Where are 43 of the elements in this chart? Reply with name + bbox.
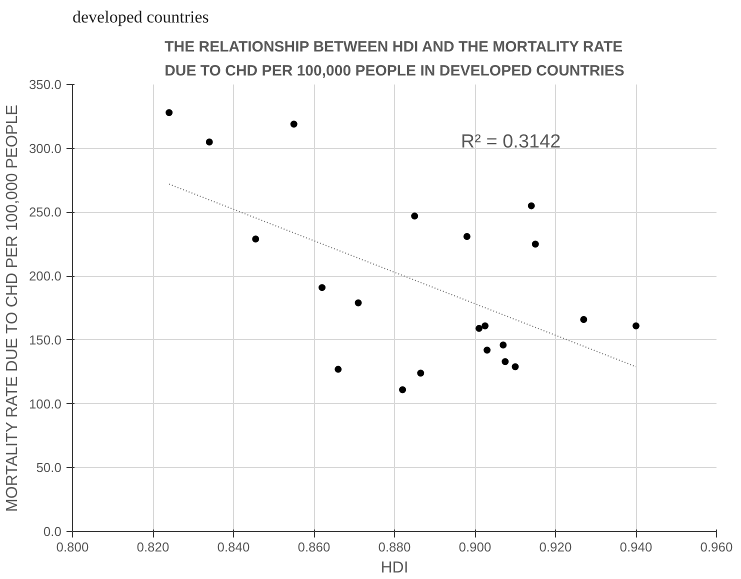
text: developed countries [72,8,209,26]
y-tick-label: 250.0 [28,204,62,220]
y-tick-label: 350.0 [28,77,62,92]
y-tick-label: 200.0 [28,268,62,284]
y-tick-label: 0.0 [43,524,62,539]
point [580,316,588,323]
x-tick-label: 0.840 [217,540,250,554]
annotation: R² = 0.3142 [460,131,561,152]
point [206,138,213,146]
point [532,240,539,248]
x-tick-label: 0.800 [56,540,89,554]
x-tick-label: 0.880 [378,540,411,554]
y-tick-label: 300.0 [28,140,62,156]
point [417,370,424,377]
y-tick-label: 150.0 [28,332,62,348]
point [512,363,519,370]
y-axis-title: MORTALITY RATE DUE TO CHD PER 100,000 PEOPLE [4,104,21,512]
point [502,358,509,366]
point [482,322,489,330]
x-tick-label: 0.960 [700,540,733,554]
point [354,299,362,306]
x-tick-label: 0.820 [136,540,170,554]
point [411,212,418,220]
point [290,120,298,128]
x-tick-label: 0.860 [298,540,330,554]
point [463,232,470,240]
point [318,284,326,292]
point [399,386,406,394]
point [166,109,173,116]
point [476,324,483,332]
point [334,366,342,373]
x-tick-label: 0.940 [620,540,652,554]
x-tick-label: 0.900 [458,540,492,554]
y-tick-label: 100.0 [28,396,62,412]
point [500,342,507,349]
y-tick-label: 50.0 [36,460,62,476]
point [484,346,491,354]
point [528,202,535,210]
point [632,322,640,330]
point [252,236,260,243]
x-tick-label: 0.920 [539,540,572,554]
chart-title: THE RELATIONSHIP BETWEEN HDI AND THE MORTALITY RATE DUE TO CHD PER 100,000 PEOPLE IN DEVELOPED COUNTRIES [164,38,624,80]
x-axis-title: HDI [380,560,408,576]
